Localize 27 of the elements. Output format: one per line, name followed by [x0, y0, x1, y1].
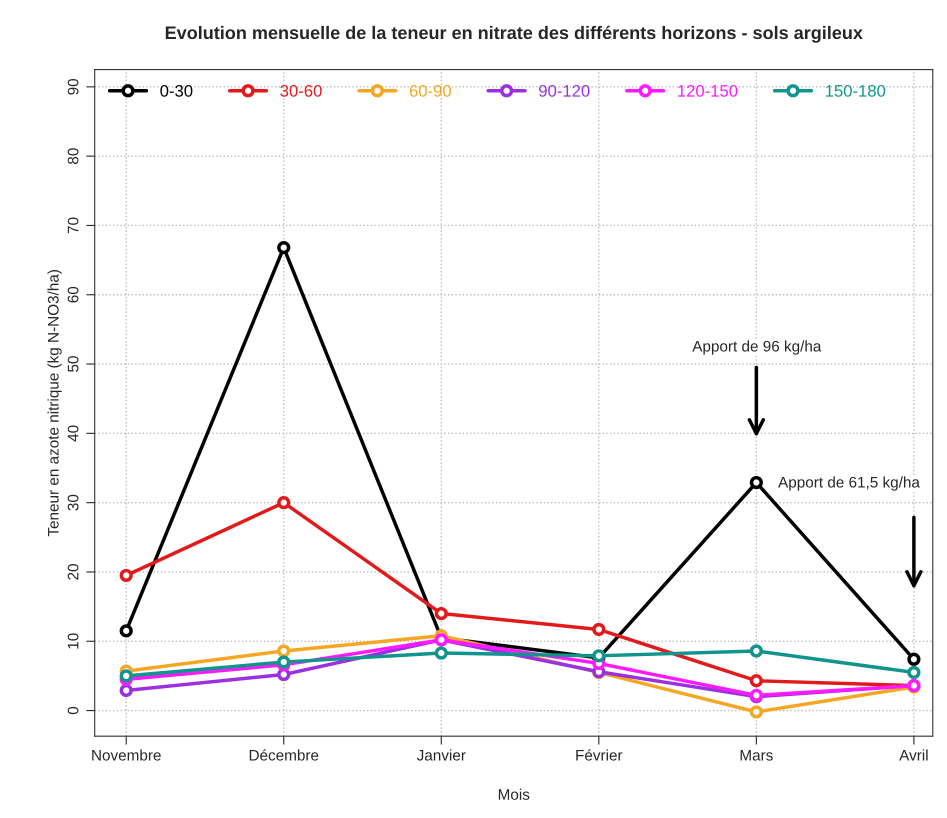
y-tick-label: 20: [68, 564, 78, 580]
y-tick-label: 0: [68, 706, 78, 714]
y-tick-label: 30: [68, 494, 78, 511]
x-tick-label: Janvier: [416, 749, 466, 761]
y-tick-label: 10: [68, 633, 78, 649]
y-tick-label: 80: [68, 148, 78, 164]
legend-label: 90-120: [539, 84, 590, 97]
legend-label: 120-150: [678, 84, 738, 97]
y-tick-label: 40: [68, 425, 78, 442]
annotation: Apport de 61,5 kg/ha: [778, 476, 920, 491]
legend-label: 60-90: [410, 84, 451, 97]
y-axis-title: Teneur en azote nitrique (kg N-NO3/ha): [47, 270, 62, 536]
y-tick-label: 90: [68, 78, 78, 95]
x-tick-label: Mars: [740, 750, 773, 761]
chart-title: Evolution mensuelle de la teneur en nitrate des différents horizons - sols argileux: [166, 26, 863, 43]
y-tick-label: 70: [68, 218, 78, 234]
y-tick-label: 50: [68, 356, 78, 372]
y-tick-label: 60: [68, 286, 78, 302]
x-tick-label: Février: [576, 749, 622, 761]
legend-label: 30-60: [280, 84, 322, 97]
x-tick-label: Avril: [899, 749, 928, 760]
legend-label: 150-180: [826, 84, 886, 97]
x-tick-label: Décembre: [250, 749, 318, 761]
annotation: Apport de 96 kg/ha: [692, 340, 822, 355]
x-axis-title: Mois: [498, 788, 530, 800]
legend-label: 0-30: [160, 84, 192, 97]
x-tick-label: Novembre: [92, 749, 161, 761]
